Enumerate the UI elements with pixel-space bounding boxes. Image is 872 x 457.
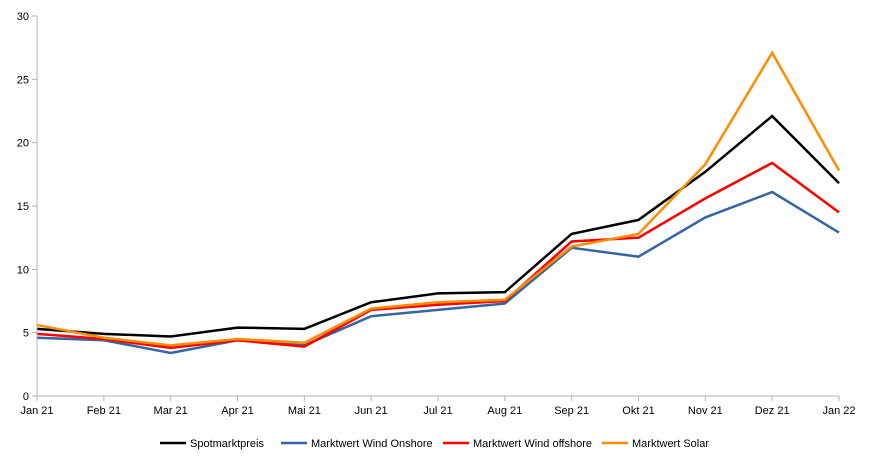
legend-label: Marktwert Wind offshore [473, 438, 592, 450]
series-line [36, 161, 840, 350]
x-tick-label: Jan 22 [822, 405, 855, 417]
x-tick-label: Jun 21 [355, 405, 388, 417]
x-tick-label: Mai 21 [288, 405, 321, 417]
legend-item: Marktwert Solar [602, 438, 709, 450]
legend-item: Marktwert Wind Onshore [281, 438, 433, 450]
x-tick-label: Jul 21 [423, 405, 452, 417]
legend-item: Spotmarktpreis [160, 438, 264, 450]
x-tick-label: Nov 21 [688, 405, 723, 417]
y-tick-label: 5 [23, 328, 29, 340]
legend-label: Spotmarktpreis [190, 438, 264, 450]
series-lines [36, 50, 841, 355]
y-tick-label: 15 [17, 201, 29, 213]
x-tick-label: Okt 21 [622, 405, 654, 417]
legend-item: Marktwert Wind offshore [443, 438, 592, 450]
x-tick-label: Dez 21 [755, 405, 790, 417]
x-tick-label: Apr 21 [221, 405, 253, 417]
series-marktwert-wind-offshore [36, 161, 840, 350]
x-tick-label: Jan 21 [20, 405, 53, 417]
x-tick-label: Feb 21 [87, 405, 121, 417]
y-tick-label: 0 [23, 391, 29, 403]
series-spotmarktpreis [36, 114, 840, 338]
legend: Spotmarktpreis Marktwert Wind Onshore Mark… [160, 438, 709, 450]
y-tick-label: 30 [17, 11, 29, 23]
legend-label: Marktwert Wind Onshore [311, 438, 433, 450]
axes [36, 16, 839, 397]
x-tick-label: Sep 21 [554, 405, 589, 417]
series-line [36, 190, 840, 355]
y-tick-label: 20 [17, 138, 29, 150]
y-axis-ticks: 0 5 10 15 20 25 30 [17, 11, 37, 403]
legend-label: Marktwert Solar [632, 438, 709, 450]
y-tick-label: 25 [17, 74, 29, 86]
y-tick-label: 10 [17, 264, 29, 276]
series-marktwert-solar [36, 50, 841, 347]
x-tick-label: Aug 21 [487, 405, 522, 417]
series-line [36, 50, 841, 347]
series-marktwert-wind-onshore [36, 190, 840, 355]
x-tick-label: Mar 21 [154, 405, 188, 417]
x-axis-ticks: Jan 21 Feb 21 Mar 21 Apr 21 Mai 21 Jun 21 Jul … [20, 396, 856, 417]
